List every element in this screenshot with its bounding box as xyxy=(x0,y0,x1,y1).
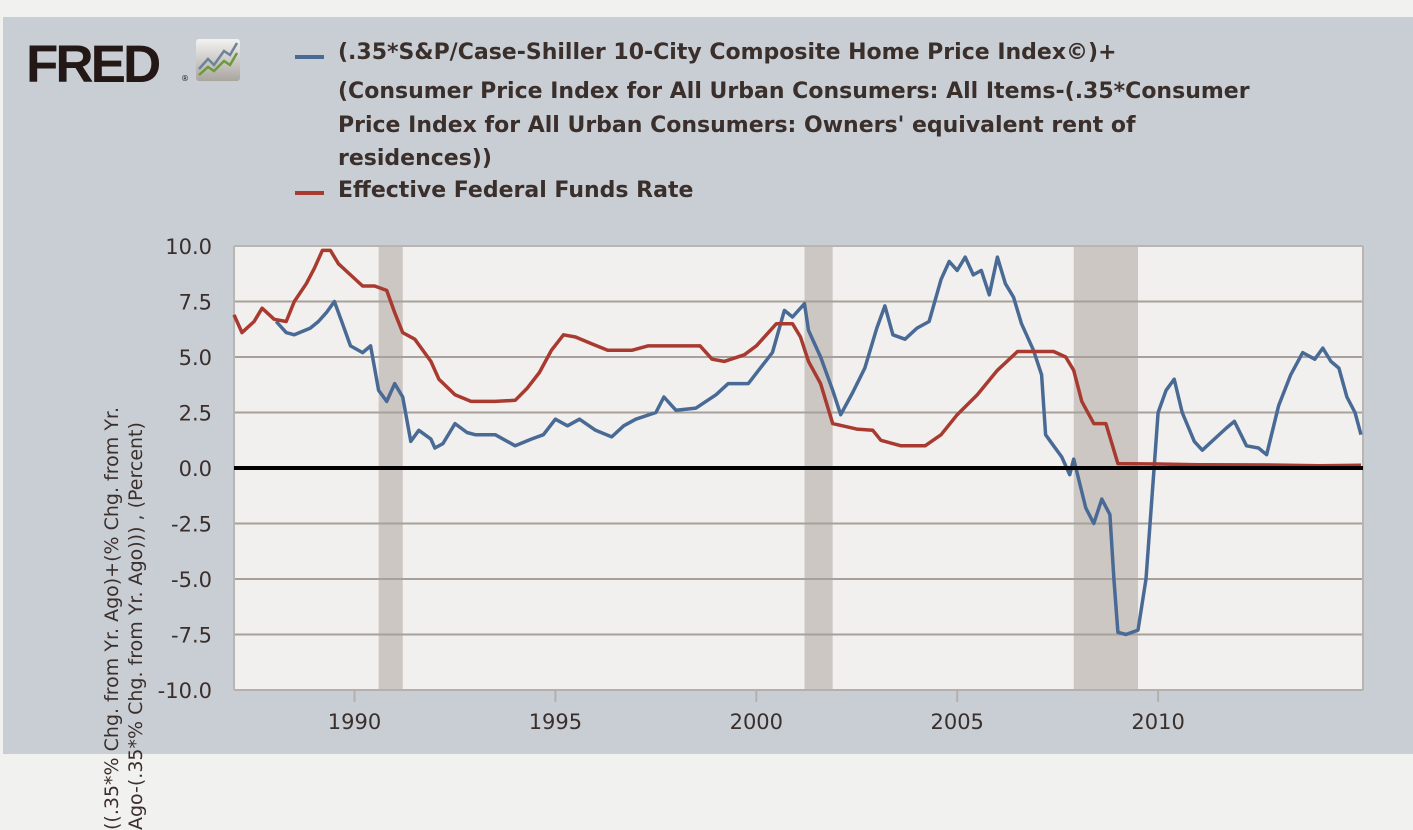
series-line-2 xyxy=(232,248,1362,468)
legend-label-series-1-line-3: Price Index for All Urban Consumers: Own… xyxy=(338,113,1136,138)
line-chart-icon xyxy=(196,39,240,81)
y-tick-label: 5.0 xyxy=(179,346,212,370)
legend-label-series-1-line-4: residences)) xyxy=(338,146,492,171)
legend-swatch-blue xyxy=(295,55,324,59)
legend-label-series-2: Effective Federal Funds Rate xyxy=(338,178,694,203)
y-tick-label: 0.0 xyxy=(179,457,212,481)
legend-label-series-1-line-2: (Consumer Price Index for All Urban Cons… xyxy=(338,79,1250,104)
y-tick-label: 2.5 xyxy=(179,402,212,426)
y-tick-label: -7.5 xyxy=(171,624,212,648)
x-tick-label: 2005 xyxy=(930,710,983,734)
legend-swatch-red xyxy=(295,191,324,195)
fred-logo: FRED xyxy=(26,35,161,94)
x-tick-label: 1990 xyxy=(328,710,381,734)
legend-label-series-1-line-1: (.35*S&P/Case-Shiller 10-City Composite … xyxy=(338,40,1117,65)
y-tick-label: -2.5 xyxy=(171,513,212,537)
y-tick-label: 10.0 xyxy=(165,235,212,259)
line-chart: 10.0 7.5 5.0 2.5 0.0 -2.5 -5.0 -7.5 -10.0 1990 199… xyxy=(158,235,1364,734)
y-tick-label: -5.0 xyxy=(171,568,212,592)
y-tick-label: 7.5 xyxy=(179,291,212,315)
registered-mark: ® xyxy=(181,74,189,83)
x-tick-label: 2010 xyxy=(1131,710,1184,734)
series-line-1 xyxy=(274,255,1363,637)
x-tick-label: 2000 xyxy=(730,710,783,734)
y-tick-label: -10.0 xyxy=(158,679,212,703)
x-tick-label: 1995 xyxy=(529,710,582,734)
